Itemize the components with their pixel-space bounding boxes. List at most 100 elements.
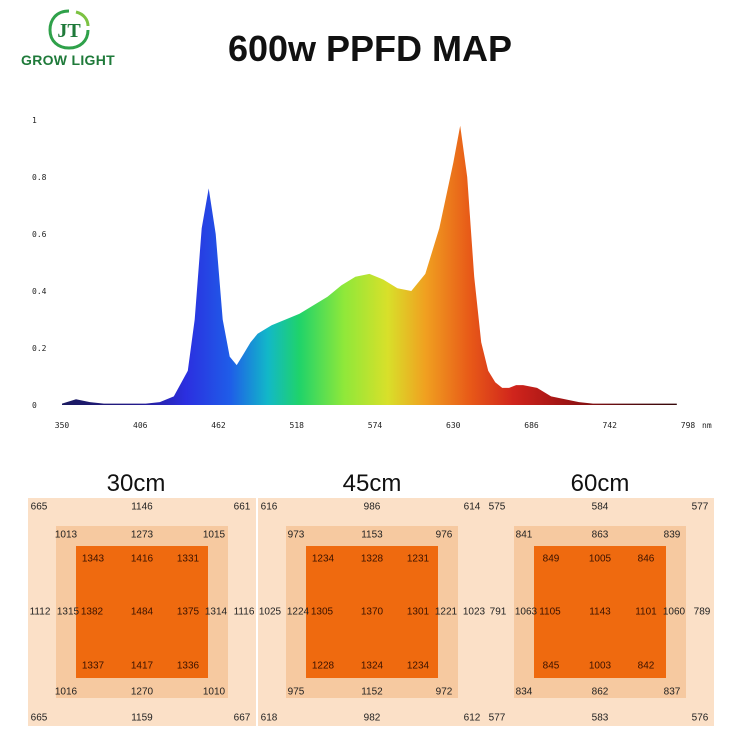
ppfd-value: 976 [435, 529, 453, 541]
ppfd-value: 616 [260, 501, 278, 513]
ppfd-value: 982 [363, 712, 381, 724]
ppfd-map-45cm: 616 986 614 1025 1023 618 982 612 973 1153 976 1224… [258, 498, 486, 726]
x-tick-label: 574 [368, 421, 383, 430]
ppfd-value: 1228 [311, 660, 335, 672]
ppfd-value: 849 [542, 553, 560, 565]
panel-title-45cm: 45cm [342, 470, 402, 497]
ppfd-value: 1153 [361, 529, 383, 541]
inner-zone [76, 546, 208, 678]
inner-zone [534, 546, 666, 678]
ppfd-value: 1105 [539, 606, 561, 618]
ppfd-value: 789 [693, 606, 711, 618]
ppfd-map-60cm: 575 584 577 791 789 577 583 576 841 863 839 1063 106… [486, 498, 714, 726]
page-title: 600w PPFD MAP [227, 28, 513, 69]
x-unit-label: nm [702, 421, 712, 430]
ppfd-value: 1416 [130, 553, 154, 565]
ppfd-value: 665 [30, 712, 48, 724]
logo-text: GROW LIGHT [21, 52, 115, 68]
ppfd-value: 1101 [635, 606, 657, 618]
ppfd-value: 1016 [54, 686, 78, 698]
ppfd-value: 1315 [56, 606, 80, 618]
ppfd-value: 1234 [311, 553, 335, 565]
x-tick-label: 350 [55, 421, 70, 430]
ppfd-value: 791 [489, 606, 507, 618]
ppfd-value: 1060 [662, 606, 686, 618]
ppfd-value: 1336 [176, 660, 200, 672]
ppfd-value: 973 [287, 529, 305, 541]
ppfd-value: 584 [591, 501, 609, 513]
ppfd-value: 986 [363, 501, 381, 513]
ppfd-value: 1143 [589, 606, 611, 618]
ppfd-value: 1382 [80, 606, 104, 618]
y-tick-label: 0 [32, 401, 37, 410]
ppfd-value: 1301 [406, 606, 430, 618]
ppfd-value: 837 [663, 686, 681, 698]
ppfd-value: 1159 [131, 712, 153, 724]
ppfd-value: 1116 [233, 606, 255, 618]
ppfd-value: 583 [591, 712, 609, 724]
ppfd-value: 862 [591, 686, 609, 698]
ppfd-value: 612 [463, 712, 481, 724]
ppfd-value: 1025 [258, 606, 282, 618]
spectrum-area [62, 125, 677, 405]
ppfd-value: 1112 [29, 606, 51, 618]
ppfd-value: 1013 [54, 529, 78, 541]
ppfd-value: 839 [663, 529, 681, 541]
ppfd-map-30cm: 665 1146 661 1112 1116 665 1159 667 1013 1273 1015… [28, 498, 256, 726]
ppfd-value: 845 [542, 660, 560, 672]
ppfd-value: 975 [287, 686, 305, 698]
ppfd-value: 1003 [588, 660, 612, 672]
ppfd-value: 1273 [130, 529, 154, 541]
ppfd-value: 1010 [202, 686, 226, 698]
ppfd-value: 1270 [130, 686, 154, 698]
x-tick-label: 630 [446, 421, 461, 430]
ppfd-value: 841 [515, 529, 533, 541]
ppfd-value: 1063 [514, 606, 538, 618]
ppfd-value: 665 [30, 501, 48, 513]
ppfd-value: 842 [637, 660, 655, 672]
ppfd-value: 577 [691, 501, 709, 513]
y-tick-label: 0.8 [32, 173, 47, 182]
x-tick-label: 462 [211, 421, 226, 430]
ppfd-value: 1324 [360, 660, 384, 672]
ppfd-value: 1331 [176, 553, 200, 565]
ppfd-value: 1375 [176, 606, 200, 618]
ppfd-value: 1328 [360, 553, 384, 565]
ppfd-value: 1146 [131, 501, 153, 513]
ppfd-value: 834 [515, 686, 533, 698]
ppfd-value: 1484 [130, 606, 154, 618]
ppfd-value: 614 [463, 501, 481, 513]
ppfd-value: 1224 [286, 606, 310, 618]
ppfd-value: 667 [233, 712, 251, 724]
ppfd-value: 575 [488, 501, 506, 513]
ppfd-value: 1417 [130, 660, 154, 672]
leaf-logo-icon: JT [48, 9, 90, 50]
y-tick-label: 0.2 [32, 344, 47, 353]
spectrum-chart: 0 0.2 0.4 0.6 0.8 1 350 406 462 518 574 630 686 742 7… [32, 116, 712, 430]
ppfd-value: 1152 [361, 686, 383, 698]
brand-logo: JT GROW LIGHT [8, 8, 128, 72]
panel-title-60cm: 60cm [570, 470, 630, 497]
y-tick-label: 0.4 [32, 287, 47, 296]
ppfd-value: 1370 [360, 606, 384, 618]
ppfd-value: 1343 [81, 553, 105, 565]
ppfd-value: 1023 [462, 606, 486, 618]
ppfd-value: 618 [260, 712, 278, 724]
inner-zone [306, 546, 438, 678]
x-tick-label: 406 [133, 421, 148, 430]
ppfd-value: 1314 [204, 606, 228, 618]
logo-mark-text: JT [57, 20, 81, 42]
ppfd-value: 1305 [310, 606, 334, 618]
y-tick-label: 1 [32, 116, 37, 125]
ppfd-value: 577 [488, 712, 506, 724]
ppfd-value: 846 [637, 553, 655, 565]
ppfd-value: 1337 [81, 660, 105, 672]
y-tick-label: 0.6 [32, 230, 47, 239]
ppfd-value: 576 [691, 712, 709, 724]
panel-title-30cm: 30cm [106, 470, 166, 497]
ppfd-value: 1221 [434, 606, 458, 618]
x-tick-label: 518 [290, 421, 305, 430]
ppfd-value: 1015 [202, 529, 226, 541]
x-tick-label: 798 [681, 421, 696, 430]
ppfd-value: 661 [233, 501, 251, 513]
